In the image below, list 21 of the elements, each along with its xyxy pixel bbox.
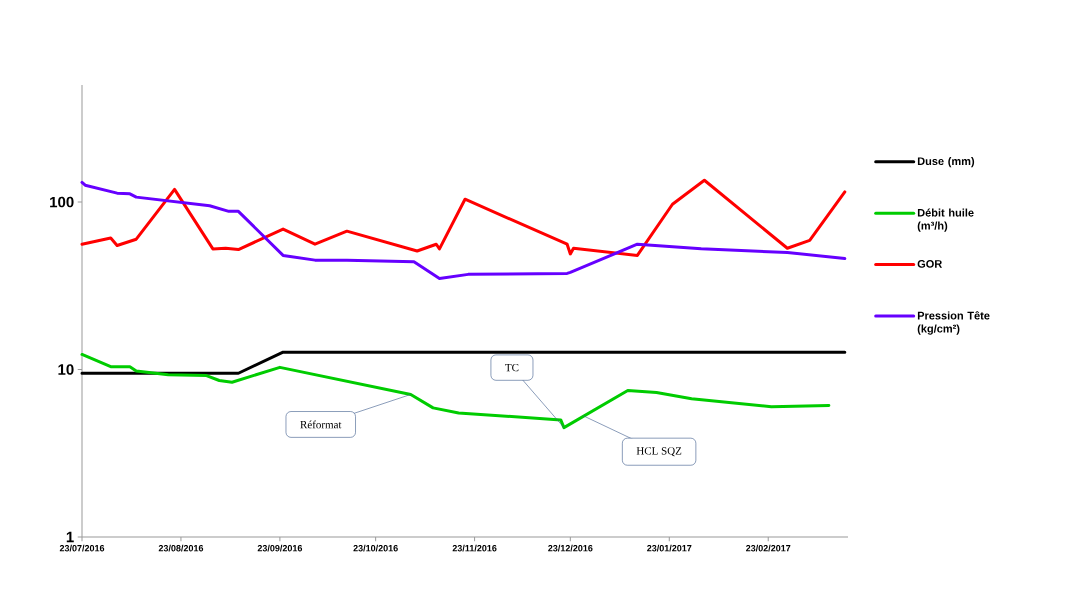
legend-label: GOR [917,260,943,268]
x-tick-label: 23/08/2016 [158,544,204,552]
line-series [80,352,831,430]
legend-label: Débit huile (m³/h) [917,208,974,232]
x-tick-label: 23/11/2016 [452,544,497,552]
y-tick-label: 1 [66,531,74,543]
x-tick-label: 23/01/2017 [647,544,692,552]
x-tick-label: 23/10/2016 [353,544,398,552]
legend-label: Pression Tête (kg/cm²) [917,311,990,335]
y-tick-label: 10 [58,364,74,375]
annotation: TC [505,363,519,372]
x-tick-label: 23/07/2016 [59,544,105,552]
x-tick-label: 23/12/2016 [548,544,593,552]
annotation: HCL SQZ [636,447,682,457]
line-series [80,180,847,280]
annotation: Réformat [300,420,342,429]
line-series [80,178,847,257]
x-tick-label: 23/09/2016 [257,544,303,552]
x-tick-label: 23/02/2017 [746,544,791,552]
legend-label: Duse (mm) [917,156,975,168]
y-tick-label: 100 [50,196,74,208]
